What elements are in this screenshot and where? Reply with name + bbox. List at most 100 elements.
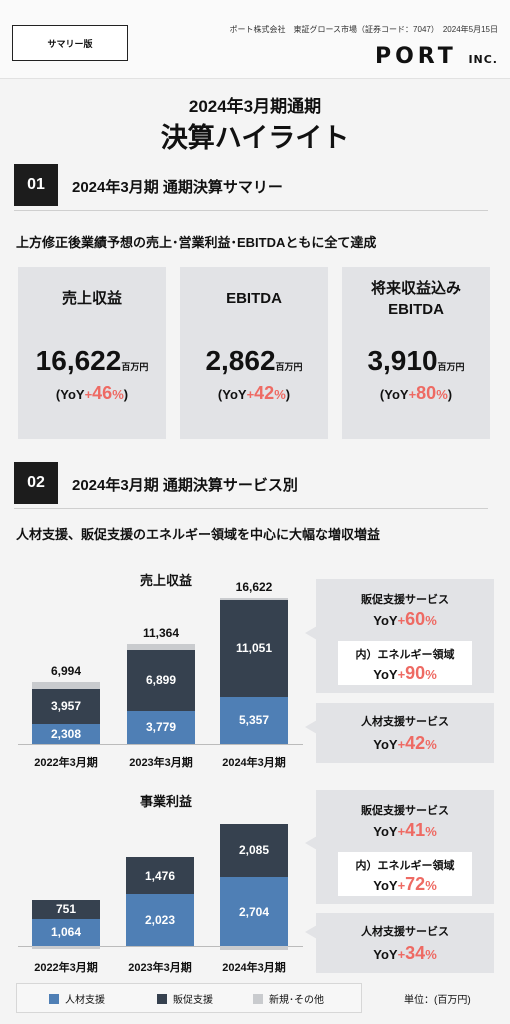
kpi-number: 3,910: [367, 345, 438, 376]
yoy-value: 46: [92, 383, 113, 403]
yoy-percent: %: [425, 878, 437, 893]
legend-label: 人材支援: [65, 995, 105, 1006]
kpi-number: 16,622: [35, 345, 122, 376]
yoy-percent: %: [436, 387, 448, 402]
yoy-sign: +: [246, 387, 255, 402]
profit-bar-hr: 2,704: [220, 877, 288, 946]
callout-energy-box: 内）エネルギー領域 YoY+90%: [338, 641, 472, 685]
legend-item: 新規･その他: [253, 991, 324, 1006]
sales-bar-hr: 2,308: [32, 723, 100, 744]
yoy-prefix: YoY: [373, 947, 398, 962]
yoy-sign: +: [408, 387, 417, 402]
yoy-value: 80: [416, 383, 437, 403]
yoy-sign: +: [397, 878, 406, 893]
yoy-value: 42: [405, 733, 426, 753]
sales-x-label: 2024年3月期: [222, 757, 286, 769]
legend-item: 人材支援: [49, 991, 105, 1006]
sales-bar-promo: 11,051: [220, 599, 288, 697]
sales-bar-other: [220, 597, 288, 600]
yoy-percent: %: [425, 737, 437, 752]
yoy-percent: %: [425, 824, 437, 839]
sales-x-label: 2023年3月期: [129, 757, 193, 769]
sales-total-label: 6,994: [50, 664, 82, 679]
section1-number: 01: [14, 164, 58, 206]
yoy-sign: +: [397, 737, 406, 752]
yoy-percent: %: [425, 667, 437, 682]
sales-callout-hr: 人材支援サービス YoY+42%: [316, 703, 494, 763]
yoy-sign: +: [397, 613, 406, 628]
kpi-label: EBITDA: [226, 290, 282, 307]
kpi-unit: 百万円: [275, 362, 303, 372]
yoy-prefix: YoY: [373, 737, 398, 752]
yoy-sign: +: [397, 824, 406, 839]
profit-axis: [18, 946, 303, 947]
kpi-card-revenue: 売上収益 16,622百万円 (YoY+46%): [18, 267, 166, 439]
profit-bar-promo: 1,476: [126, 856, 194, 895]
sales-x-label: 2022年3月期: [34, 757, 98, 769]
yoy-value: 90: [405, 663, 426, 683]
kpi-value: 2,862百万円: [180, 345, 328, 377]
callout-name: 販促支援サービス: [361, 594, 449, 606]
yoy-suffix: ): [123, 387, 129, 402]
yoy-prefix: YoY: [373, 878, 398, 893]
yoy-value: 42: [254, 383, 275, 403]
sales-callout-promo: 販促支援サービス YoY+60% 内）エネルギー領域 YoY+90%: [316, 579, 494, 693]
sales-bar-other: [127, 643, 195, 651]
callout-pointer: [305, 720, 317, 734]
callout-name: 人材支援サービス: [361, 926, 449, 938]
callout-name: 内）エネルギー領域: [355, 649, 455, 661]
sales-total-label: 16,622: [235, 579, 273, 594]
legend-swatch: [253, 993, 263, 1004]
sales-chart-title: 売上収益: [139, 573, 192, 588]
sales-total-label: 11,364: [142, 625, 180, 640]
company-logo: PORT INC.: [372, 44, 498, 69]
sales-bar-hr: 3,779: [127, 710, 195, 744]
yoy-prefix: (YoY: [379, 387, 409, 402]
profit-bar-hr: 1,064: [32, 918, 100, 946]
kpi-yoy: (YoY+80%): [342, 383, 490, 404]
yoy-percent: %: [112, 387, 124, 402]
yoy-value: 41: [405, 820, 426, 840]
callout-yoy: YoY+60%: [316, 609, 494, 630]
sales-axis: [18, 744, 303, 745]
kpi-unit: 百万円: [121, 362, 149, 372]
profit-bar-promo: 2,085: [220, 823, 288, 878]
logo-sub: INC.: [468, 53, 498, 66]
yoy-sign: +: [84, 387, 93, 402]
callout-pointer: [305, 626, 317, 640]
callout-yoy: YoY+42%: [316, 733, 494, 754]
kpi-unit: 百万円: [437, 362, 465, 372]
profit-x-label: 2022年3月期: [34, 962, 98, 974]
callout-energy-box: 内）エネルギー領域 YoY+72%: [338, 852, 472, 896]
page-subtitle: 2024年3月期通期: [188, 97, 322, 116]
kpi-label-line1: 将来収益込み: [370, 280, 461, 297]
kpi-label: 売上収益: [61, 290, 122, 307]
yoy-sign: +: [397, 667, 406, 682]
section2-number: 02: [14, 462, 58, 504]
kpi-card-future-ebitda: 将来収益込み EBITDA 3,910百万円 (YoY+80%): [342, 267, 490, 439]
profit-callout-hr: 人材支援サービス YoY+34%: [316, 913, 494, 973]
yoy-suffix: ): [285, 387, 291, 402]
callout-yoy: YoY+72%: [316, 874, 494, 895]
kpi-value: 3,910百万円: [342, 345, 490, 377]
yoy-value: 60: [405, 609, 426, 629]
section1-title: 2024年3月期 通期決算サマリー: [72, 179, 283, 196]
profit-callout-promo: 販促支援サービス YoY+41% 内）エネルギー領域 YoY+72%: [316, 790, 494, 904]
legend-swatch: [157, 993, 167, 1004]
yoy-sign: +: [397, 947, 406, 962]
profit-bar-promo: 751: [32, 899, 100, 919]
section1-divider: [14, 210, 488, 211]
yoy-prefix: YoY: [373, 667, 398, 682]
kpi-yoy: (YoY+42%): [180, 383, 328, 404]
section2-title: 2024年3月期 通期決算サービス別: [72, 477, 298, 494]
section1-headline: 上方修正後業績予想の売上･営業利益･EBITDAともに全て達成: [16, 235, 377, 250]
callout-pointer: [305, 836, 317, 850]
callout-yoy: YoY+34%: [316, 943, 494, 964]
legend-swatch: [49, 993, 59, 1004]
yoy-value: 72: [405, 874, 426, 894]
sales-bar-promo: 6,899: [127, 650, 195, 711]
yoy-prefix: YoY: [373, 613, 398, 628]
profit-bar-other: [220, 946, 288, 950]
kpi-card-ebitda: EBITDA 2,862百万円 (YoY+42%): [180, 267, 328, 439]
section2-headline: 人材支援、販促支援のエネルギー領域を中心に大幅な増収増益: [16, 527, 381, 542]
